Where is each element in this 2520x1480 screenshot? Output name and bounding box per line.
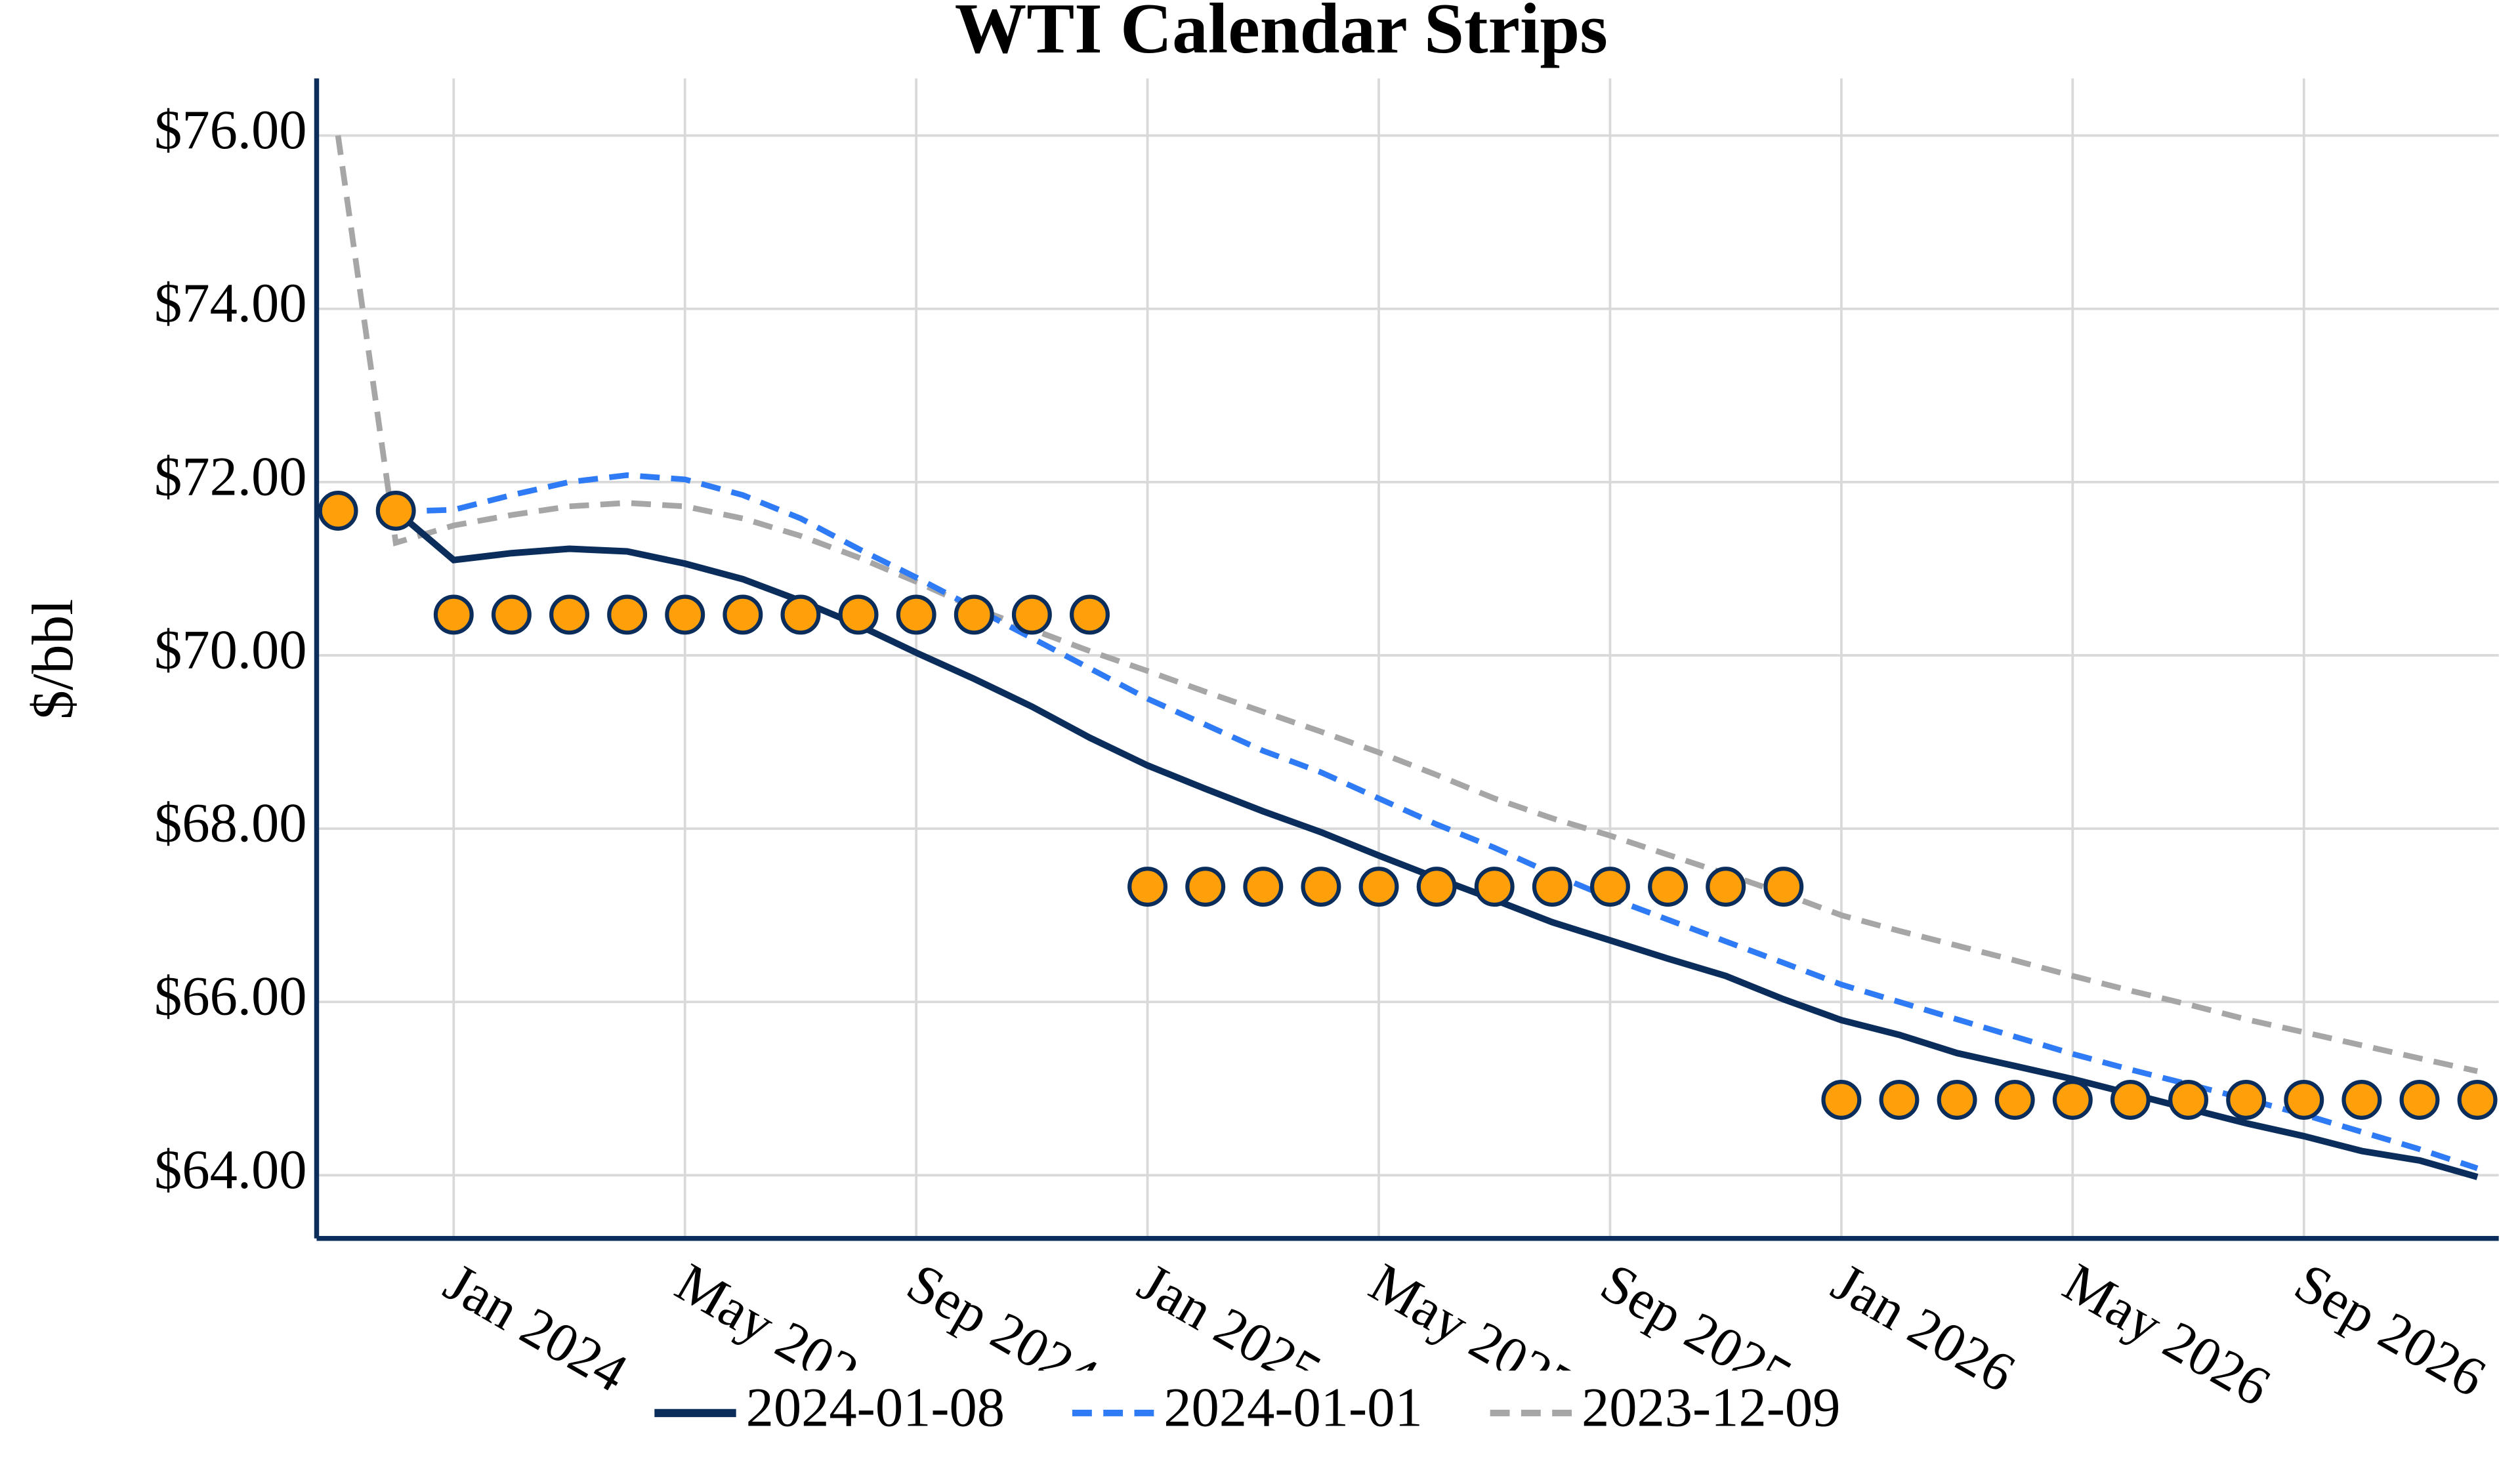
marker xyxy=(1994,1080,2035,1120)
marker xyxy=(1011,594,1052,635)
y-tick-label: $70.00 xyxy=(154,619,307,680)
marker xyxy=(723,594,763,635)
y-tick-label: $64.00 xyxy=(154,1140,307,1201)
marker xyxy=(1416,867,1457,907)
marker xyxy=(2399,1080,2440,1120)
marker xyxy=(2052,1080,2093,1120)
marker xyxy=(1937,1080,1977,1120)
y-tick-label: $72.00 xyxy=(154,446,307,507)
series-line xyxy=(395,472,2479,1171)
marker xyxy=(607,594,648,635)
legend-label: 2024-01-08 xyxy=(746,1377,1005,1438)
marker xyxy=(1185,867,1226,907)
marker xyxy=(2110,1080,2151,1120)
marker xyxy=(491,594,532,635)
legend-background xyxy=(638,1370,1908,1456)
marker xyxy=(838,594,879,635)
marker xyxy=(318,491,358,531)
marker xyxy=(2284,1080,2324,1120)
marker xyxy=(2457,1080,2498,1120)
marker xyxy=(1358,867,1399,907)
marker xyxy=(2342,1080,2382,1120)
y-axis-label: $/bbl xyxy=(20,599,85,720)
marker xyxy=(1763,867,1804,907)
y-tick-label: $66.00 xyxy=(154,966,307,1027)
marker xyxy=(375,491,416,531)
marker xyxy=(780,594,821,635)
marker xyxy=(1532,867,1572,907)
marker xyxy=(665,594,705,635)
marker xyxy=(2168,1080,2208,1120)
marker xyxy=(2226,1080,2267,1120)
legend-label: 2023-12-09 xyxy=(1582,1377,1841,1438)
marker xyxy=(1879,1080,1920,1120)
series-line xyxy=(335,134,2479,1075)
marker xyxy=(1706,867,1746,907)
chart-title: WTI Calendar Strips xyxy=(955,0,1608,68)
marker xyxy=(1070,594,1110,635)
y-tick-label: $74.00 xyxy=(154,273,307,334)
legend: 2024-01-08 2024-01-01 2023-12-09 xyxy=(638,1370,1908,1456)
legend-label: 2024-01-01 xyxy=(1164,1377,1422,1438)
marker xyxy=(954,594,994,635)
y-tick-label: $68.00 xyxy=(154,793,307,854)
marker xyxy=(1474,867,1515,907)
marker xyxy=(1648,867,1689,907)
marker xyxy=(1821,1080,1862,1120)
marker xyxy=(1127,867,1168,907)
marker xyxy=(1589,867,1630,907)
y-tick-label: $76.00 xyxy=(154,100,307,161)
marker xyxy=(1243,867,1284,907)
marker xyxy=(549,594,589,635)
marker xyxy=(433,594,474,635)
marker xyxy=(896,594,936,635)
marker xyxy=(1301,867,1341,907)
